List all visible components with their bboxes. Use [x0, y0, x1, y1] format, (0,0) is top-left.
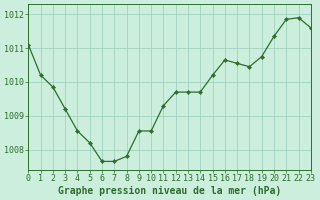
- X-axis label: Graphe pression niveau de la mer (hPa): Graphe pression niveau de la mer (hPa): [58, 186, 281, 196]
